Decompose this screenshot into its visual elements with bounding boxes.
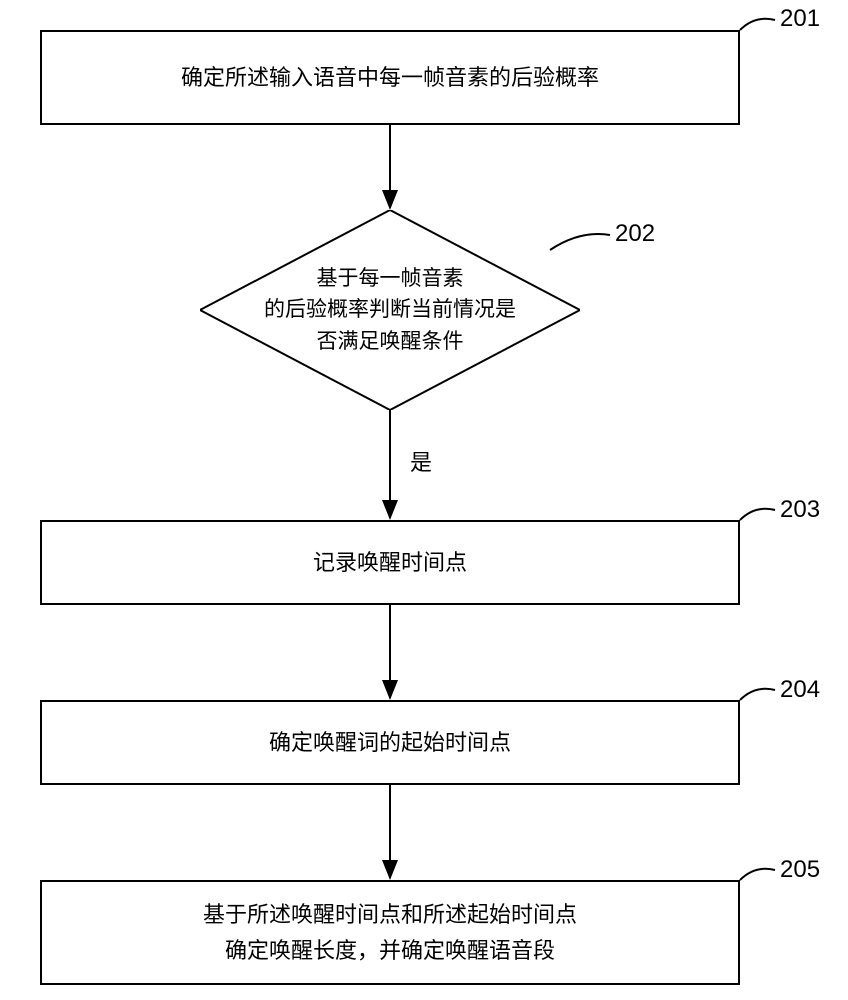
process-box-201-text: 确定所述输入语音中每一帧音素的后验概率 <box>181 60 599 95</box>
ref-label-201: 201 <box>780 5 820 33</box>
connectors-overlay <box>0 0 848 1000</box>
process-box-203-text: 记录唤醒时间点 <box>313 545 467 580</box>
edge-202-203-label: 是 <box>410 445 432 477</box>
ref-label-202: 202 <box>615 220 655 248</box>
decision-diamond-202: 基于每一帧音素 的后验概率判断当前情况是 否满足唤醒条件 <box>200 210 580 410</box>
callout-205-line <box>740 869 775 880</box>
callout-201-line <box>740 19 775 30</box>
process-box-204-text: 确定唤醒词的起始时间点 <box>269 725 511 760</box>
ref-label-203: 203 <box>780 496 820 524</box>
process-box-205: 基于所述唤醒时间点和所述起始时间点 确定唤醒长度，并确定唤醒语音段 <box>40 880 740 985</box>
callout-203-line <box>740 509 775 520</box>
process-box-204: 确定唤醒词的起始时间点 <box>40 700 740 785</box>
ref-label-204: 204 <box>780 676 820 704</box>
callout-204-line <box>740 689 775 700</box>
decision-diamond-202-text: 基于每一帧音素 的后验概率判断当前情况是 否满足唤醒条件 <box>200 210 580 410</box>
ref-label-205: 205 <box>780 856 820 884</box>
process-box-203: 记录唤醒时间点 <box>40 520 740 605</box>
flowchart-canvas: 确定所述输入语音中每一帧音素的后验概率 基于每一帧音素 的后验概率判断当前情况是… <box>0 0 848 1000</box>
process-box-201: 确定所述输入语音中每一帧音素的后验概率 <box>40 30 740 125</box>
